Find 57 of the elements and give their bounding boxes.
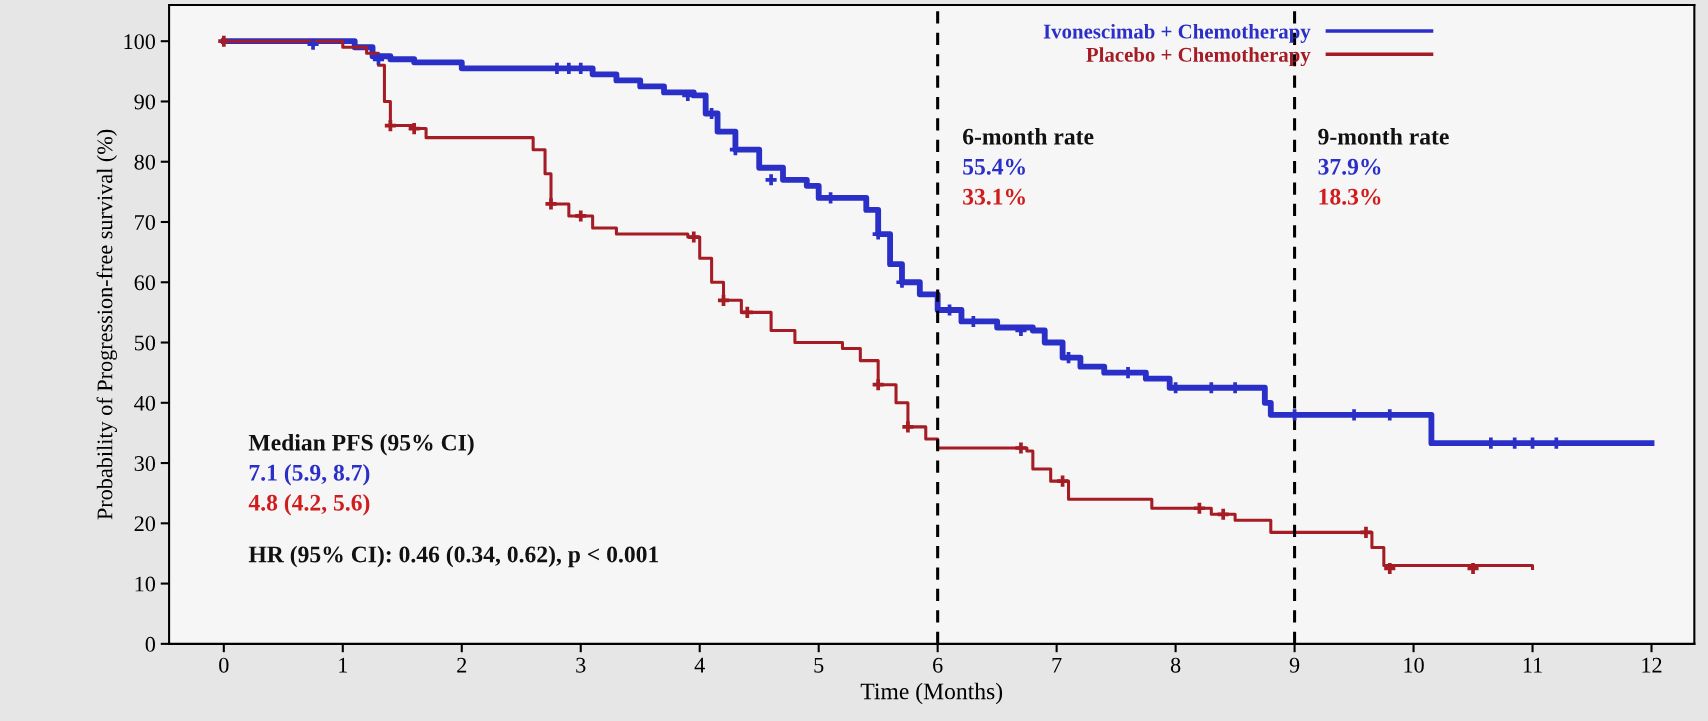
x-tick-label: 0	[219, 657, 229, 673]
point	[872, 379, 884, 391]
point	[717, 294, 730, 306]
y-tick-label: 20	[134, 516, 156, 532]
y-tick-label: 10	[135, 576, 156, 592]
x-tick-label: 7	[1052, 657, 1062, 673]
annotation: HR (95% CI): 0.46 (0.34, 0.62), p < 0.001	[248, 545, 659, 568]
annotation: 33.1%	[963, 188, 1025, 205]
point	[1217, 508, 1229, 520]
text: Ivonescimab + Chemotherapy	[1043, 23, 1311, 43]
point	[1384, 562, 1396, 575]
point	[1193, 502, 1205, 514]
annotation: 37.9%	[1318, 158, 1381, 175]
y-tick-label: 80	[134, 154, 156, 170]
point	[1057, 475, 1069, 487]
annotation: 7.1 (5.9, 8.7)	[249, 464, 370, 486]
x-tick-label: 12	[1642, 657, 1662, 673]
annotation: Median PFS (95% CI)	[248, 433, 474, 456]
x-tick-label: 6	[933, 657, 943, 673]
x-tick-label: 11	[1523, 657, 1542, 673]
point	[545, 198, 557, 210]
point	[902, 421, 914, 433]
point	[1015, 442, 1027, 454]
x-tick-label: 10	[1404, 657, 1424, 673]
y-axis-title: Probability of Progression-free survival (%)	[96, 129, 118, 520]
point	[307, 38, 319, 50]
x-tick-label: 1	[339, 657, 348, 673]
y-tick-label: 70	[135, 214, 156, 230]
x-tick-label: 8	[1170, 657, 1181, 673]
x-tick-label: 4	[694, 657, 705, 673]
y-tick-label: 100	[124, 34, 156, 50]
annotation: 4.8 (4.2, 5.6)	[248, 494, 370, 516]
point	[1360, 526, 1372, 538]
y-tick-label: 50	[134, 335, 156, 351]
x-tick-label: 2	[457, 657, 467, 673]
point	[575, 210, 587, 222]
x-tick-label: 5	[814, 657, 824, 673]
point	[765, 174, 777, 186]
x-axis-title: Time (Months)	[860, 682, 1003, 705]
point	[372, 53, 385, 65]
point	[408, 123, 420, 135]
y-tick-label: 90	[134, 94, 156, 110]
annotation: 9-month rate	[1318, 128, 1449, 145]
y-tick-label: 0	[145, 636, 156, 652]
text: Placebo + Chemotherapy	[1086, 47, 1311, 67]
point	[741, 306, 753, 318]
annotation: 55.4%	[963, 158, 1025, 175]
x-tick-label: 9	[1289, 657, 1300, 673]
point	[688, 231, 700, 243]
y-tick-label: 40	[134, 395, 156, 411]
annotation: 18.3%	[1319, 188, 1381, 205]
x-tick-label: 3	[576, 657, 586, 673]
point	[1467, 562, 1479, 575]
y-tick-label: 30	[134, 455, 156, 471]
y-tick-label: 60	[134, 275, 156, 291]
annotation: 6-month rate	[963, 128, 1094, 145]
point	[218, 35, 230, 47]
